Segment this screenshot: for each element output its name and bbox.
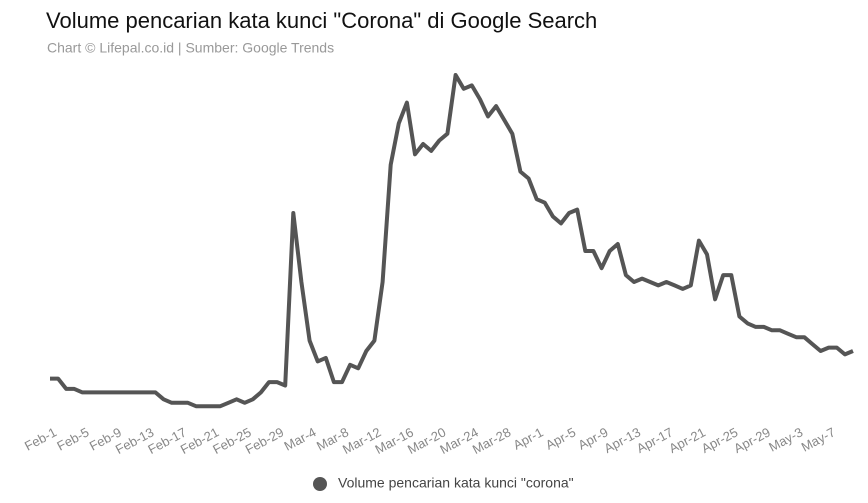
legend-label: Volume pencarian kata kunci "corona" — [338, 475, 574, 491]
x-tick-label: Apr-1 — [511, 424, 546, 452]
x-tick-label: Feb-5 — [54, 424, 91, 453]
x-tick-label: Feb-1 — [22, 424, 59, 453]
x-tick-label: May-3 — [766, 424, 805, 454]
x-tick-label: Mar-4 — [282, 424, 319, 453]
legend-marker — [313, 477, 327, 491]
data-line — [50, 73, 854, 409]
chart-title: Volume pencarian kata kunci "Corona" di … — [46, 8, 597, 33]
x-tick-label: May-7 — [799, 424, 838, 454]
x-tick-label: Apr-5 — [543, 424, 578, 452]
chart-subtitle: Chart © Lifepal.co.id | Sumber: Google T… — [47, 40, 334, 56]
